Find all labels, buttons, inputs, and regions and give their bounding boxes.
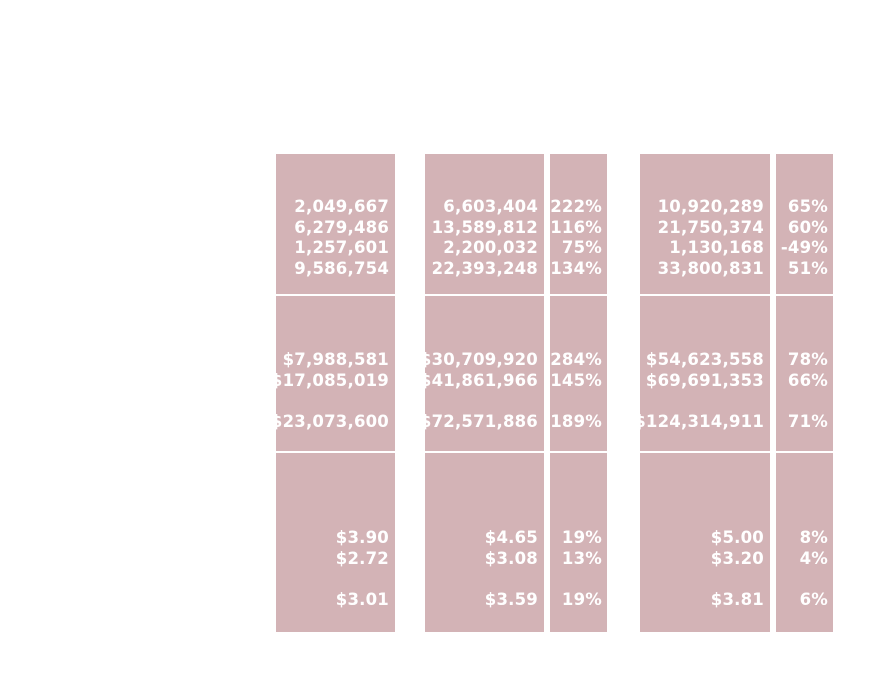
section-divider bbox=[550, 632, 607, 634]
cell: 51% bbox=[787, 259, 828, 278]
cell: $5.00 bbox=[710, 528, 764, 547]
cell: 13% bbox=[561, 549, 602, 568]
cell: $3.90 bbox=[335, 528, 389, 547]
cell: 21,750,374 bbox=[657, 218, 764, 237]
cell: 65% bbox=[787, 197, 828, 216]
cell: $3.20 bbox=[710, 549, 764, 568]
cell: 75% bbox=[561, 238, 602, 257]
cell: 60% bbox=[787, 218, 828, 237]
cell: $30,709,920 bbox=[419, 350, 538, 369]
cell: 116% bbox=[550, 218, 602, 237]
cell: $41,861,966 bbox=[419, 371, 538, 390]
cell: 6,603,404 bbox=[443, 197, 538, 216]
cell: $3.59 bbox=[484, 590, 538, 609]
section-divider bbox=[276, 294, 395, 296]
column-c: 10,920,289 21,750,374 1,130,168 33,800,8… bbox=[634, 154, 770, 634]
cell: 2,200,032 bbox=[443, 238, 538, 257]
cell: 9,586,754 bbox=[294, 259, 389, 278]
cell: $17,085,019 bbox=[270, 371, 389, 390]
cell: $3.08 bbox=[484, 549, 538, 568]
section-divider bbox=[425, 451, 544, 453]
section-divider bbox=[776, 632, 833, 634]
section-divider bbox=[425, 632, 544, 634]
section-divider bbox=[276, 632, 395, 634]
cell: 4% bbox=[799, 549, 828, 568]
cell: $124,314,911 bbox=[634, 412, 764, 431]
column-a: 2,049,667 6,279,486 1,257,601 9,586,754 … bbox=[271, 154, 395, 634]
cell: 6,279,486 bbox=[294, 218, 389, 237]
cell: 78% bbox=[787, 350, 828, 369]
cell: 33,800,831 bbox=[657, 259, 764, 278]
column-b-percent: 222% 116% 75% 134% 284% 145% 189% 19% 13… bbox=[550, 154, 607, 634]
cell: 1,130,168 bbox=[669, 238, 764, 257]
cell: 222% bbox=[550, 197, 602, 216]
cell: $3.81 bbox=[710, 590, 764, 609]
cell: $3.01 bbox=[335, 590, 389, 609]
cell: 2,049,667 bbox=[294, 197, 389, 216]
cell: 134% bbox=[550, 259, 602, 278]
cell: 284% bbox=[550, 350, 602, 369]
cell: -49% bbox=[780, 238, 828, 257]
cell: $23,073,600 bbox=[270, 412, 389, 431]
section-divider bbox=[425, 294, 544, 296]
section-divider bbox=[550, 451, 607, 453]
cell: 19% bbox=[561, 528, 602, 547]
section-divider bbox=[640, 451, 770, 453]
cell: $72,571,886 bbox=[419, 412, 538, 431]
cell: $4.65 bbox=[484, 528, 538, 547]
cell: 22,393,248 bbox=[431, 259, 538, 278]
column-c-percent: 65% 60% -49% 51% 78% 66% 71% 8% 4% 6% bbox=[776, 154, 833, 634]
cell: 66% bbox=[787, 371, 828, 390]
cell: 13,589,812 bbox=[431, 218, 538, 237]
cell: 71% bbox=[787, 412, 828, 431]
section-divider bbox=[276, 451, 395, 453]
cell: $7,988,581 bbox=[282, 350, 389, 369]
cell: 145% bbox=[550, 371, 602, 390]
cell: 19% bbox=[561, 590, 602, 609]
section-divider bbox=[776, 294, 833, 296]
cell: 8% bbox=[799, 528, 828, 547]
cell: 6% bbox=[799, 590, 828, 609]
cell: 189% bbox=[550, 412, 602, 431]
cell: $2.72 bbox=[335, 549, 389, 568]
section-divider bbox=[550, 294, 607, 296]
cell: 1,257,601 bbox=[294, 238, 389, 257]
section-divider bbox=[776, 451, 833, 453]
column-b: 6,603,404 13,589,812 2,200,032 22,393,24… bbox=[420, 154, 544, 634]
cell: $69,691,353 bbox=[645, 371, 764, 390]
cell: $54,623,558 bbox=[645, 350, 764, 369]
section-divider bbox=[640, 632, 770, 634]
section-divider bbox=[640, 294, 770, 296]
cell: 10,920,289 bbox=[657, 197, 764, 216]
